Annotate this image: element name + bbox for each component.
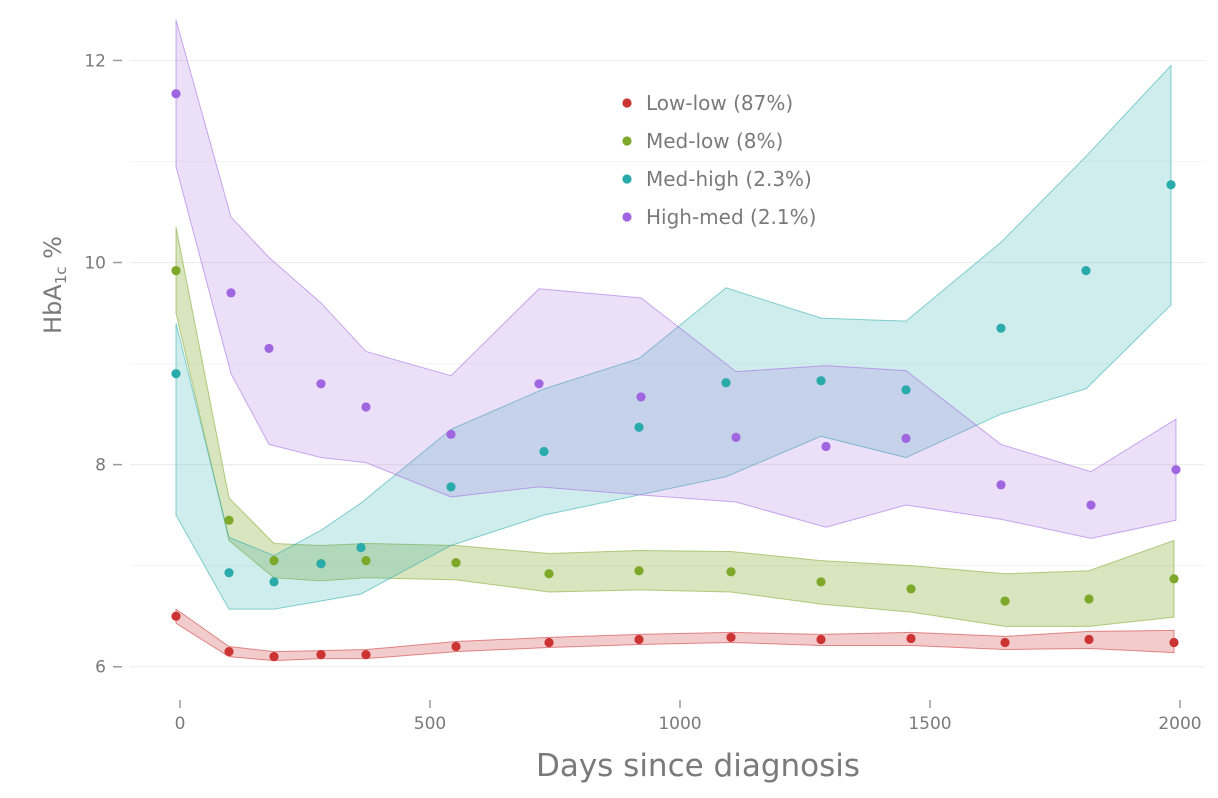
legend-label-4: High-med (2.1%) — [646, 205, 816, 229]
data-point-series-3 — [269, 577, 279, 587]
data-point-series-4 — [996, 480, 1006, 490]
data-point-series-3 — [539, 446, 549, 457]
data-point-series-4 — [316, 379, 326, 389]
x-tick-label: 1000 — [658, 714, 701, 734]
y-axis-title-suffix: % — [39, 236, 67, 266]
data-point-series-1 — [544, 637, 554, 648]
data-point-series-2 — [1084, 594, 1094, 604]
data-point-series-1 — [316, 650, 326, 660]
confidence-bands — [175, 19, 1177, 662]
data-point-series-3 — [316, 559, 326, 569]
x-axis-title: Days since diagnosis — [536, 748, 860, 784]
data-point-series-2 — [1169, 574, 1179, 584]
data-point-series-4 — [901, 433, 911, 443]
data-point-series-2 — [906, 584, 916, 594]
data-point-series-2 — [816, 577, 826, 587]
gridlines — [130, 59, 1205, 668]
data-point-series-1 — [171, 611, 181, 621]
data-points — [171, 89, 1181, 662]
data-point-series-4 — [264, 343, 274, 354]
data-point-series-4 — [446, 429, 456, 439]
data-point-series-4 — [636, 392, 646, 402]
data-point-series-1 — [634, 634, 644, 645]
y-tick-label: 8 — [95, 456, 106, 476]
data-point-series-2 — [634, 566, 644, 576]
data-point-series-1 — [269, 652, 279, 662]
confidence-band-4 — [175, 19, 1177, 539]
data-point-series-3 — [171, 369, 181, 379]
data-point-series-2 — [171, 266, 181, 276]
data-point-series-3 — [816, 376, 826, 386]
legend-marker-2 — [622, 136, 632, 146]
legend-label-1: Low-low (87%) — [646, 91, 793, 115]
confidence-band-1 — [175, 608, 1175, 662]
confidence-band-3 — [175, 64, 1172, 610]
data-point-series-1 — [726, 632, 736, 643]
data-point-series-2 — [544, 569, 554, 579]
data-point-series-3 — [1081, 266, 1091, 276]
legend-label-2: Med-low (8%) — [646, 129, 783, 153]
y-axis-title-main: HbA — [39, 284, 67, 334]
data-point-series-4 — [226, 288, 236, 298]
axes: 6 8 10 12 0 500 1000 1500 2000 — [84, 51, 1201, 734]
data-point-series-4 — [361, 402, 371, 412]
x-tick-label: 500 — [414, 714, 446, 734]
legend: Low-low (87%) Med-low (8%) Med-high (2.3%)… — [622, 91, 816, 229]
data-point-series-2 — [451, 558, 461, 568]
y-tick-label: 6 — [95, 658, 106, 678]
data-point-series-4 — [534, 379, 544, 389]
legend-marker-4 — [622, 212, 632, 222]
legend-label-3: Med-high (2.3%) — [646, 167, 812, 191]
data-point-series-2 — [1000, 596, 1010, 606]
data-point-series-1 — [451, 641, 461, 652]
y-tick-label: 12 — [84, 51, 106, 71]
data-point-series-3 — [446, 482, 456, 492]
data-point-series-3 — [901, 385, 911, 395]
data-point-series-2 — [726, 567, 736, 577]
data-point-series-4 — [1086, 500, 1096, 510]
data-point-series-4 — [821, 441, 831, 452]
data-point-series-1 — [361, 650, 371, 660]
data-point-series-3 — [996, 323, 1006, 333]
data-point-series-2 — [224, 515, 234, 525]
y-axis-title-subscript: 1c — [52, 266, 70, 284]
y-axis-title: HbA1c % — [39, 236, 70, 334]
y-tick-label: 10 — [84, 254, 106, 274]
data-point-series-1 — [1169, 637, 1179, 648]
data-point-series-3 — [721, 378, 731, 388]
data-point-series-3 — [356, 542, 366, 553]
data-point-series-1 — [906, 633, 916, 644]
data-point-series-4 — [171, 89, 181, 99]
x-tick-label: 0 — [175, 714, 186, 734]
x-tick-label: 2000 — [1158, 714, 1201, 734]
data-point-series-1 — [816, 634, 826, 645]
data-point-series-4 — [1171, 465, 1181, 475]
data-point-series-2 — [361, 556, 371, 566]
data-point-series-1 — [1084, 634, 1094, 645]
data-point-series-4 — [731, 432, 741, 442]
data-point-series-3 — [224, 568, 234, 578]
legend-marker-1 — [622, 98, 632, 108]
data-point-series-1 — [1000, 637, 1010, 648]
data-point-series-2 — [269, 556, 279, 566]
data-point-series-3 — [634, 422, 644, 432]
data-point-series-3 — [1166, 180, 1176, 190]
confidence-band-2 — [175, 227, 1175, 627]
legend-marker-3 — [622, 174, 632, 184]
data-point-series-1 — [224, 646, 234, 657]
x-tick-label: 1500 — [908, 714, 951, 734]
